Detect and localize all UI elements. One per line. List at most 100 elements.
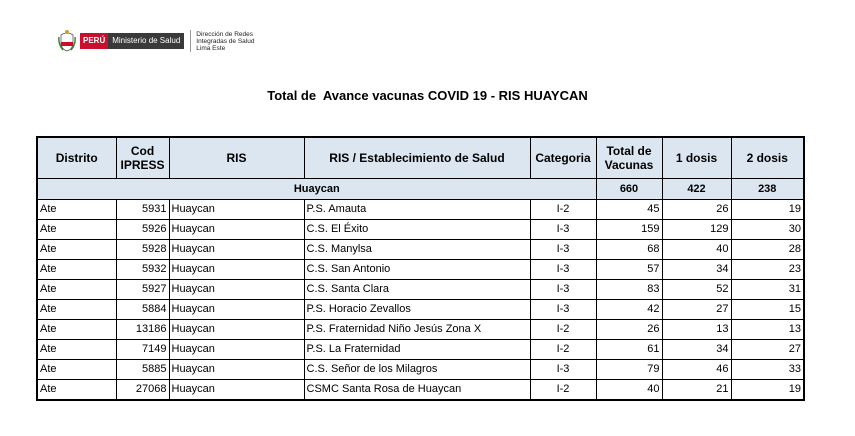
cell-categoria: I-2 bbox=[529, 199, 597, 220]
cell-cod: 5884 bbox=[115, 299, 170, 320]
col-total-line1: Total de bbox=[606, 144, 652, 158]
cell-ris: Huaycan bbox=[168, 299, 305, 320]
col-total: Total de Vacunas bbox=[595, 136, 663, 179]
cell-total: 68 bbox=[595, 239, 663, 260]
table-row: Ate 5885 Huaycan C.S. Señor de los Milagros… bbox=[36, 359, 805, 380]
summary-dosis2: 238 bbox=[730, 178, 805, 200]
cell-dosis2: 19 bbox=[730, 199, 805, 220]
cell-dosis1: 13 bbox=[661, 319, 732, 340]
cell-total: 83 bbox=[595, 279, 663, 300]
diris-line: Integradas de Salud bbox=[196, 37, 255, 45]
peru-label: PERÚ bbox=[80, 33, 109, 49]
cell-ris: Huaycan bbox=[168, 319, 305, 340]
cell-distrito: Ate bbox=[36, 219, 117, 240]
table-row: Ate 5927 Huaycan C.S. Santa Clara I-3 83 52 31 bbox=[36, 279, 805, 300]
col-dosis1: 1 dosis bbox=[661, 136, 732, 179]
cell-ris: Huaycan bbox=[168, 239, 305, 260]
cell-distrito: Ate bbox=[36, 199, 117, 220]
table-header-row: Distrito Cod IPRESS RIS RIS / Establecimi… bbox=[36, 136, 805, 179]
diris-line: Lima Este bbox=[196, 44, 226, 52]
cell-dosis1: 40 bbox=[661, 239, 732, 260]
cell-dosis2: 19 bbox=[730, 379, 805, 401]
cell-ris: Huaycan bbox=[168, 259, 305, 280]
summary-row: Huaycan 660 422 238 bbox=[36, 178, 805, 200]
cell-total: 40 bbox=[595, 379, 663, 401]
cell-total: 159 bbox=[595, 219, 663, 240]
cell-establecimiento: C.S. San Antonio bbox=[303, 259, 531, 280]
col-ris: RIS bbox=[168, 136, 305, 179]
cell-total: 79 bbox=[595, 359, 663, 380]
table-row: Ate 7149 Huaycan P.S. La Fraternidad I-2 61 34… bbox=[36, 339, 805, 360]
cell-ris: Huaycan bbox=[168, 359, 305, 380]
cell-dosis2: 33 bbox=[730, 359, 805, 380]
cell-total: 26 bbox=[595, 319, 663, 340]
cell-establecimiento: CSMC Santa Rosa de Huaycan bbox=[303, 379, 531, 401]
cell-distrito: Ate bbox=[36, 319, 117, 340]
cell-distrito: Ate bbox=[36, 239, 117, 260]
cell-ris: Huaycan bbox=[168, 339, 305, 360]
table-row: Ate 27068 Huaycan CSMC Santa Rosa de Huayca… bbox=[36, 379, 805, 401]
cell-categoria: I-3 bbox=[529, 239, 597, 260]
cell-ris: Huaycan bbox=[168, 279, 305, 300]
cell-establecimiento: C.S. Santa Clara bbox=[303, 279, 531, 300]
cell-cod: 5927 bbox=[115, 279, 170, 300]
cell-establecimiento: P.S. Amauta bbox=[303, 199, 531, 220]
col-total-line2: Vacunas bbox=[604, 158, 654, 172]
divider bbox=[190, 30, 192, 52]
cell-distrito: Ate bbox=[36, 299, 117, 320]
diris-label: Dirección de Redes Integradas de Salud L… bbox=[196, 31, 254, 52]
summary-dosis1: 422 bbox=[661, 178, 732, 200]
cell-categoria: I-2 bbox=[529, 339, 597, 360]
cell-dosis2: 23 bbox=[730, 259, 805, 280]
cell-establecimiento: P.S. La Fraternidad bbox=[303, 339, 531, 360]
page-title: Total de Avance vacunas COVID 19 - RIS H… bbox=[267, 88, 588, 103]
cell-total: 57 bbox=[595, 259, 663, 280]
cell-total: 45 bbox=[595, 199, 663, 220]
cell-dosis2: 30 bbox=[730, 219, 805, 240]
cell-establecimiento: C.S. Manylsa bbox=[303, 239, 531, 260]
summary-total: 660 bbox=[595, 178, 663, 200]
vaccination-table: Distrito Cod IPRESS RIS RIS / Establecimi… bbox=[36, 136, 805, 401]
cell-cod: 5926 bbox=[115, 219, 170, 240]
cell-distrito: Ate bbox=[36, 339, 117, 360]
cell-categoria: I-3 bbox=[529, 279, 597, 300]
cell-categoria: I-3 bbox=[529, 299, 597, 320]
col-cod-line2: IPRESS bbox=[120, 158, 165, 172]
cell-dosis2: 15 bbox=[730, 299, 805, 320]
cell-dosis1: 34 bbox=[661, 259, 732, 280]
cell-categoria: I-2 bbox=[529, 319, 597, 340]
col-cod-line1: Cod bbox=[130, 144, 155, 158]
cell-distrito: Ate bbox=[36, 279, 117, 300]
cell-dosis1: 21 bbox=[661, 379, 732, 401]
cell-dosis1: 46 bbox=[661, 359, 732, 380]
table-row: Ate 5931 Huaycan P.S. Amauta I-2 45 26 19 bbox=[36, 199, 805, 220]
cell-cod: 5885 bbox=[115, 359, 170, 380]
cell-dosis2: 28 bbox=[730, 239, 805, 260]
cell-establecimiento: P.S. Horacio Zevallos bbox=[303, 299, 531, 320]
cell-dosis1: 26 bbox=[661, 199, 732, 220]
col-establecimiento: RIS / Establecimiento de Salud bbox=[303, 136, 531, 179]
cell-establecimiento: P.S. Fraternidad Niño Jesús Zona X bbox=[303, 319, 531, 340]
table-row: Ate 5926 Huaycan C.S. El Éxito I-3 159 129 30 bbox=[36, 219, 805, 240]
cell-establecimiento: C.S. Señor de los Milagros bbox=[303, 359, 531, 380]
cell-dosis2: 27 bbox=[730, 339, 805, 360]
cell-ris: Huaycan bbox=[168, 219, 305, 240]
cell-distrito: Ate bbox=[36, 379, 117, 401]
table-row: Ate 5928 Huaycan C.S. Manylsa I-3 68 40 28 bbox=[36, 239, 805, 260]
cell-categoria: I-3 bbox=[529, 259, 597, 280]
col-dosis2: 2 dosis bbox=[730, 136, 805, 179]
cell-ris: Huaycan bbox=[168, 199, 305, 220]
cell-total: 61 bbox=[595, 339, 663, 360]
cell-dosis1: 52 bbox=[661, 279, 732, 300]
cell-ris: Huaycan bbox=[168, 379, 305, 401]
cell-categoria: I-3 bbox=[529, 359, 597, 380]
cell-dosis1: 129 bbox=[661, 219, 732, 240]
cell-cod: 27068 bbox=[115, 379, 170, 401]
cell-dosis1: 27 bbox=[661, 299, 732, 320]
cell-cod: 7149 bbox=[115, 339, 170, 360]
col-cod-ipress: Cod IPRESS bbox=[115, 136, 170, 179]
cell-dosis1: 34 bbox=[661, 339, 732, 360]
diris-line: Dirección de Redes bbox=[196, 30, 254, 38]
cell-cod: 5932 bbox=[115, 259, 170, 280]
cell-categoria: I-2 bbox=[529, 379, 597, 401]
